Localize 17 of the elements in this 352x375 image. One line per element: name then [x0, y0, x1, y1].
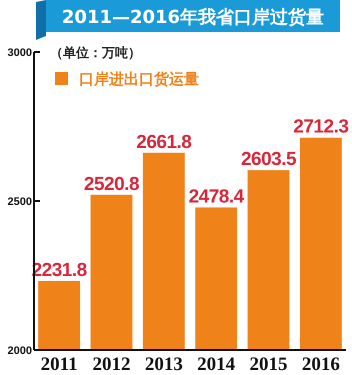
data-label: 2520.8 — [84, 174, 140, 195]
data-label: 2661.8 — [136, 132, 192, 153]
x-tick-label: 2015 — [250, 354, 288, 375]
annotation: （单位：万吨） — [50, 45, 141, 61]
x-tick-label: 2011 — [40, 354, 78, 375]
x-tick-label: 2013 — [144, 354, 183, 375]
data-label: 2603.5 — [240, 149, 298, 170]
y-tick-label: 2500 — [8, 196, 32, 208]
data-label: 2712.3 — [293, 116, 348, 138]
y-tick-label: 2000 — [8, 345, 32, 357]
y-tick-label: 3000 — [8, 47, 32, 59]
legend-label: 口岸进出口货运量 — [79, 70, 199, 88]
x-tick-label: 2012 — [92, 354, 130, 375]
x-tick-label: 2014 — [197, 354, 236, 375]
chart-title: 2011—2016年我省口岸过货量 — [62, 7, 324, 28]
data-label: 2478.4 — [188, 186, 245, 208]
x-tick-label: 2016 — [302, 354, 340, 375]
